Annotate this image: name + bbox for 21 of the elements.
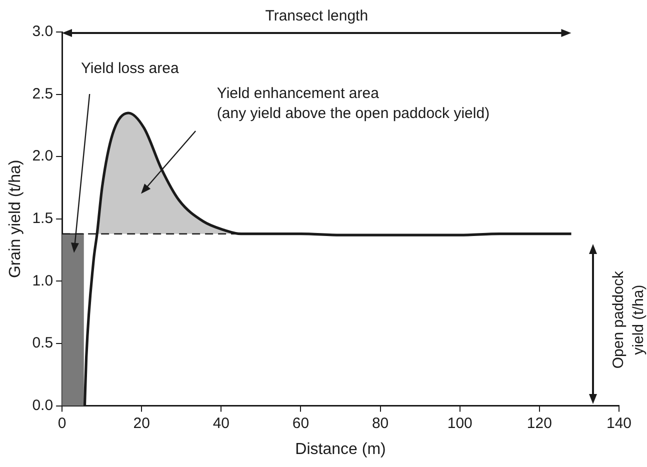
x-tick-label: 80 xyxy=(372,414,389,432)
text: Transect length xyxy=(265,8,368,25)
y-tick-label: 2.5 xyxy=(32,85,54,102)
x-tick-label: 40 xyxy=(212,414,230,432)
x-tick-label: 120 xyxy=(526,414,552,432)
annotation: Yield enhancement area (any yield above the open paddock yield) xyxy=(216,84,490,122)
x-tick-label: 0 xyxy=(58,414,66,432)
x-tick-label: 100 xyxy=(447,414,472,432)
y-tick-label: 2.0 xyxy=(32,148,54,165)
y-axis-title: Grain yield (t/ha) xyxy=(7,160,24,278)
y-tick-label: 0.5 xyxy=(32,334,54,352)
y-tick-label: 1.5 xyxy=(32,210,54,228)
annotation: Yield loss area xyxy=(80,60,180,78)
x-tick-label: 60 xyxy=(292,414,310,432)
y-tick-label: 1.0 xyxy=(32,272,54,290)
annotation: Open paddock yield (t/ha) xyxy=(610,270,647,369)
y-tick-label: 0.0 xyxy=(32,396,54,414)
x-axis-title: Distance (m) xyxy=(295,440,386,458)
x-tick-label: 140 xyxy=(606,414,632,432)
x-tick-label: 20 xyxy=(133,414,150,432)
y-tick-label: 3.0 xyxy=(32,23,54,40)
